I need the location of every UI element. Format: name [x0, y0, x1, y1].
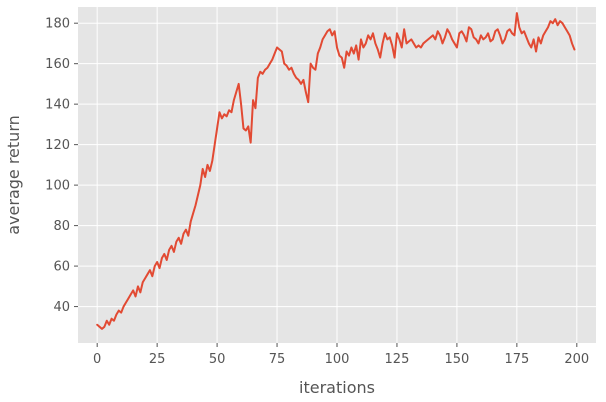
y-tick-label: 100 — [45, 179, 70, 194]
series-line — [96, 12, 576, 330]
x-axis-label: iterations — [299, 378, 375, 397]
x-tick-label: 175 — [504, 352, 529, 367]
tick-labels: 0 25 50 75 100 125 150 175 200 40 60 80 100 120 140 160… — [45, 17, 589, 367]
x-tick-label: 200 — [564, 352, 589, 367]
x-tick-label: 125 — [385, 352, 410, 367]
x-tick-label: 0 — [93, 352, 101, 367]
y-tick-label: 80 — [53, 219, 70, 234]
y-tick-label: 40 — [53, 300, 70, 315]
y-axis-label: average return — [4, 115, 23, 235]
x-tick-label: 150 — [444, 352, 469, 367]
y-tick-label: 140 — [45, 98, 70, 113]
y-tick-label: 60 — [53, 260, 70, 275]
x-tick-label: 100 — [325, 352, 350, 367]
x-tick-label: 75 — [269, 352, 286, 367]
y-tick-label: 120 — [45, 138, 70, 153]
grid-lines — [78, 7, 596, 343]
x-tick-label: 25 — [149, 352, 166, 367]
y-tick-label: 180 — [45, 17, 70, 32]
x-tick-label: 50 — [209, 352, 226, 367]
y-tick-label: 160 — [45, 57, 70, 72]
